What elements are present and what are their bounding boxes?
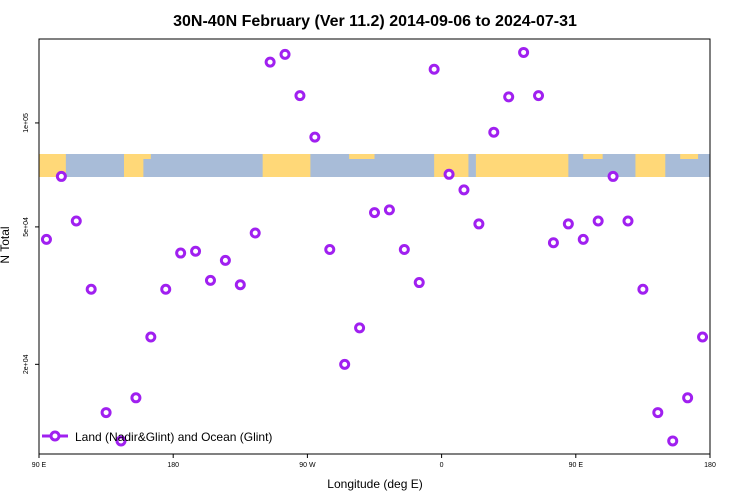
map-land [349, 154, 375, 159]
map-land [583, 154, 603, 159]
y-tick-label: 5e+04 [23, 217, 30, 237]
map-land [135, 154, 151, 159]
x-tick-label: 180 [167, 462, 179, 469]
map-land [123, 154, 144, 177]
data-point [383, 204, 395, 216]
x-tick-label: 90 W [299, 462, 316, 469]
data-point [518, 46, 530, 58]
data-point [667, 435, 679, 447]
data-point [264, 56, 276, 68]
chart-title: 30N-40N February (Ver 11.2) 2014-09-06 t… [173, 13, 577, 30]
map-land [434, 154, 469, 177]
data-point [622, 215, 634, 227]
x-axis-label: Longitude (deg E) [327, 477, 422, 491]
data-point [592, 215, 604, 227]
data-point [697, 331, 709, 343]
data-point [324, 244, 336, 256]
data-point [279, 48, 291, 60]
plot-frame [38, 38, 711, 455]
map-land [475, 154, 569, 177]
data-point [443, 168, 455, 180]
data-point [503, 91, 515, 103]
data-point [637, 283, 649, 295]
x-tick-label: 0 [440, 462, 444, 469]
data-point [145, 331, 157, 343]
data-points [40, 46, 709, 447]
data-point [115, 435, 127, 447]
map-land [262, 154, 311, 177]
data-point [100, 407, 112, 419]
legend: Land (Nadir&Glint) and Ocean (Glint) [42, 430, 272, 444]
data-point [204, 274, 216, 286]
data-point [219, 254, 231, 266]
x-axis: 90 E 180 90 W 0 90 E 180 [32, 454, 716, 469]
data-point [547, 237, 559, 249]
data-point [55, 170, 67, 182]
data-point [85, 283, 97, 295]
map-land [680, 154, 699, 159]
data-point [40, 233, 52, 245]
y-axis-label: N Total [0, 226, 12, 263]
x-tick-label: 180 [704, 462, 716, 469]
data-point [607, 170, 619, 182]
map-land [39, 154, 66, 177]
data-point [458, 184, 470, 196]
data-point [533, 90, 545, 102]
data-point [130, 392, 142, 404]
legend-label: Land (Nadir&Glint) and Ocean (Glint) [75, 430, 272, 444]
data-point [398, 244, 410, 256]
y-axis: 2e+04 5e+04 1e+05 [23, 113, 39, 374]
map-land [635, 154, 666, 177]
data-point [562, 218, 574, 230]
data-point [369, 207, 380, 219]
data-point [175, 247, 187, 259]
data-point [473, 218, 485, 230]
data-point [249, 227, 261, 239]
data-point [428, 63, 440, 75]
data-point [234, 279, 246, 291]
data-point [190, 245, 202, 257]
y-tick-label: 1e+05 [23, 113, 30, 133]
data-point [160, 283, 172, 295]
data-point [354, 322, 366, 334]
y-tick-label: 2e+04 [23, 354, 30, 374]
data-point [294, 90, 306, 102]
data-point [309, 131, 321, 143]
data-point [652, 407, 664, 419]
data-point [577, 233, 589, 245]
data-point [413, 277, 425, 289]
x-tick-label: 90 E [32, 462, 47, 469]
x-tick-label: 90 E [569, 462, 584, 469]
data-point [488, 126, 500, 138]
legend-marker [49, 430, 61, 442]
data-point [70, 215, 82, 227]
data-point [339, 358, 351, 370]
world-map-strip [39, 154, 710, 177]
data-point [682, 392, 694, 404]
